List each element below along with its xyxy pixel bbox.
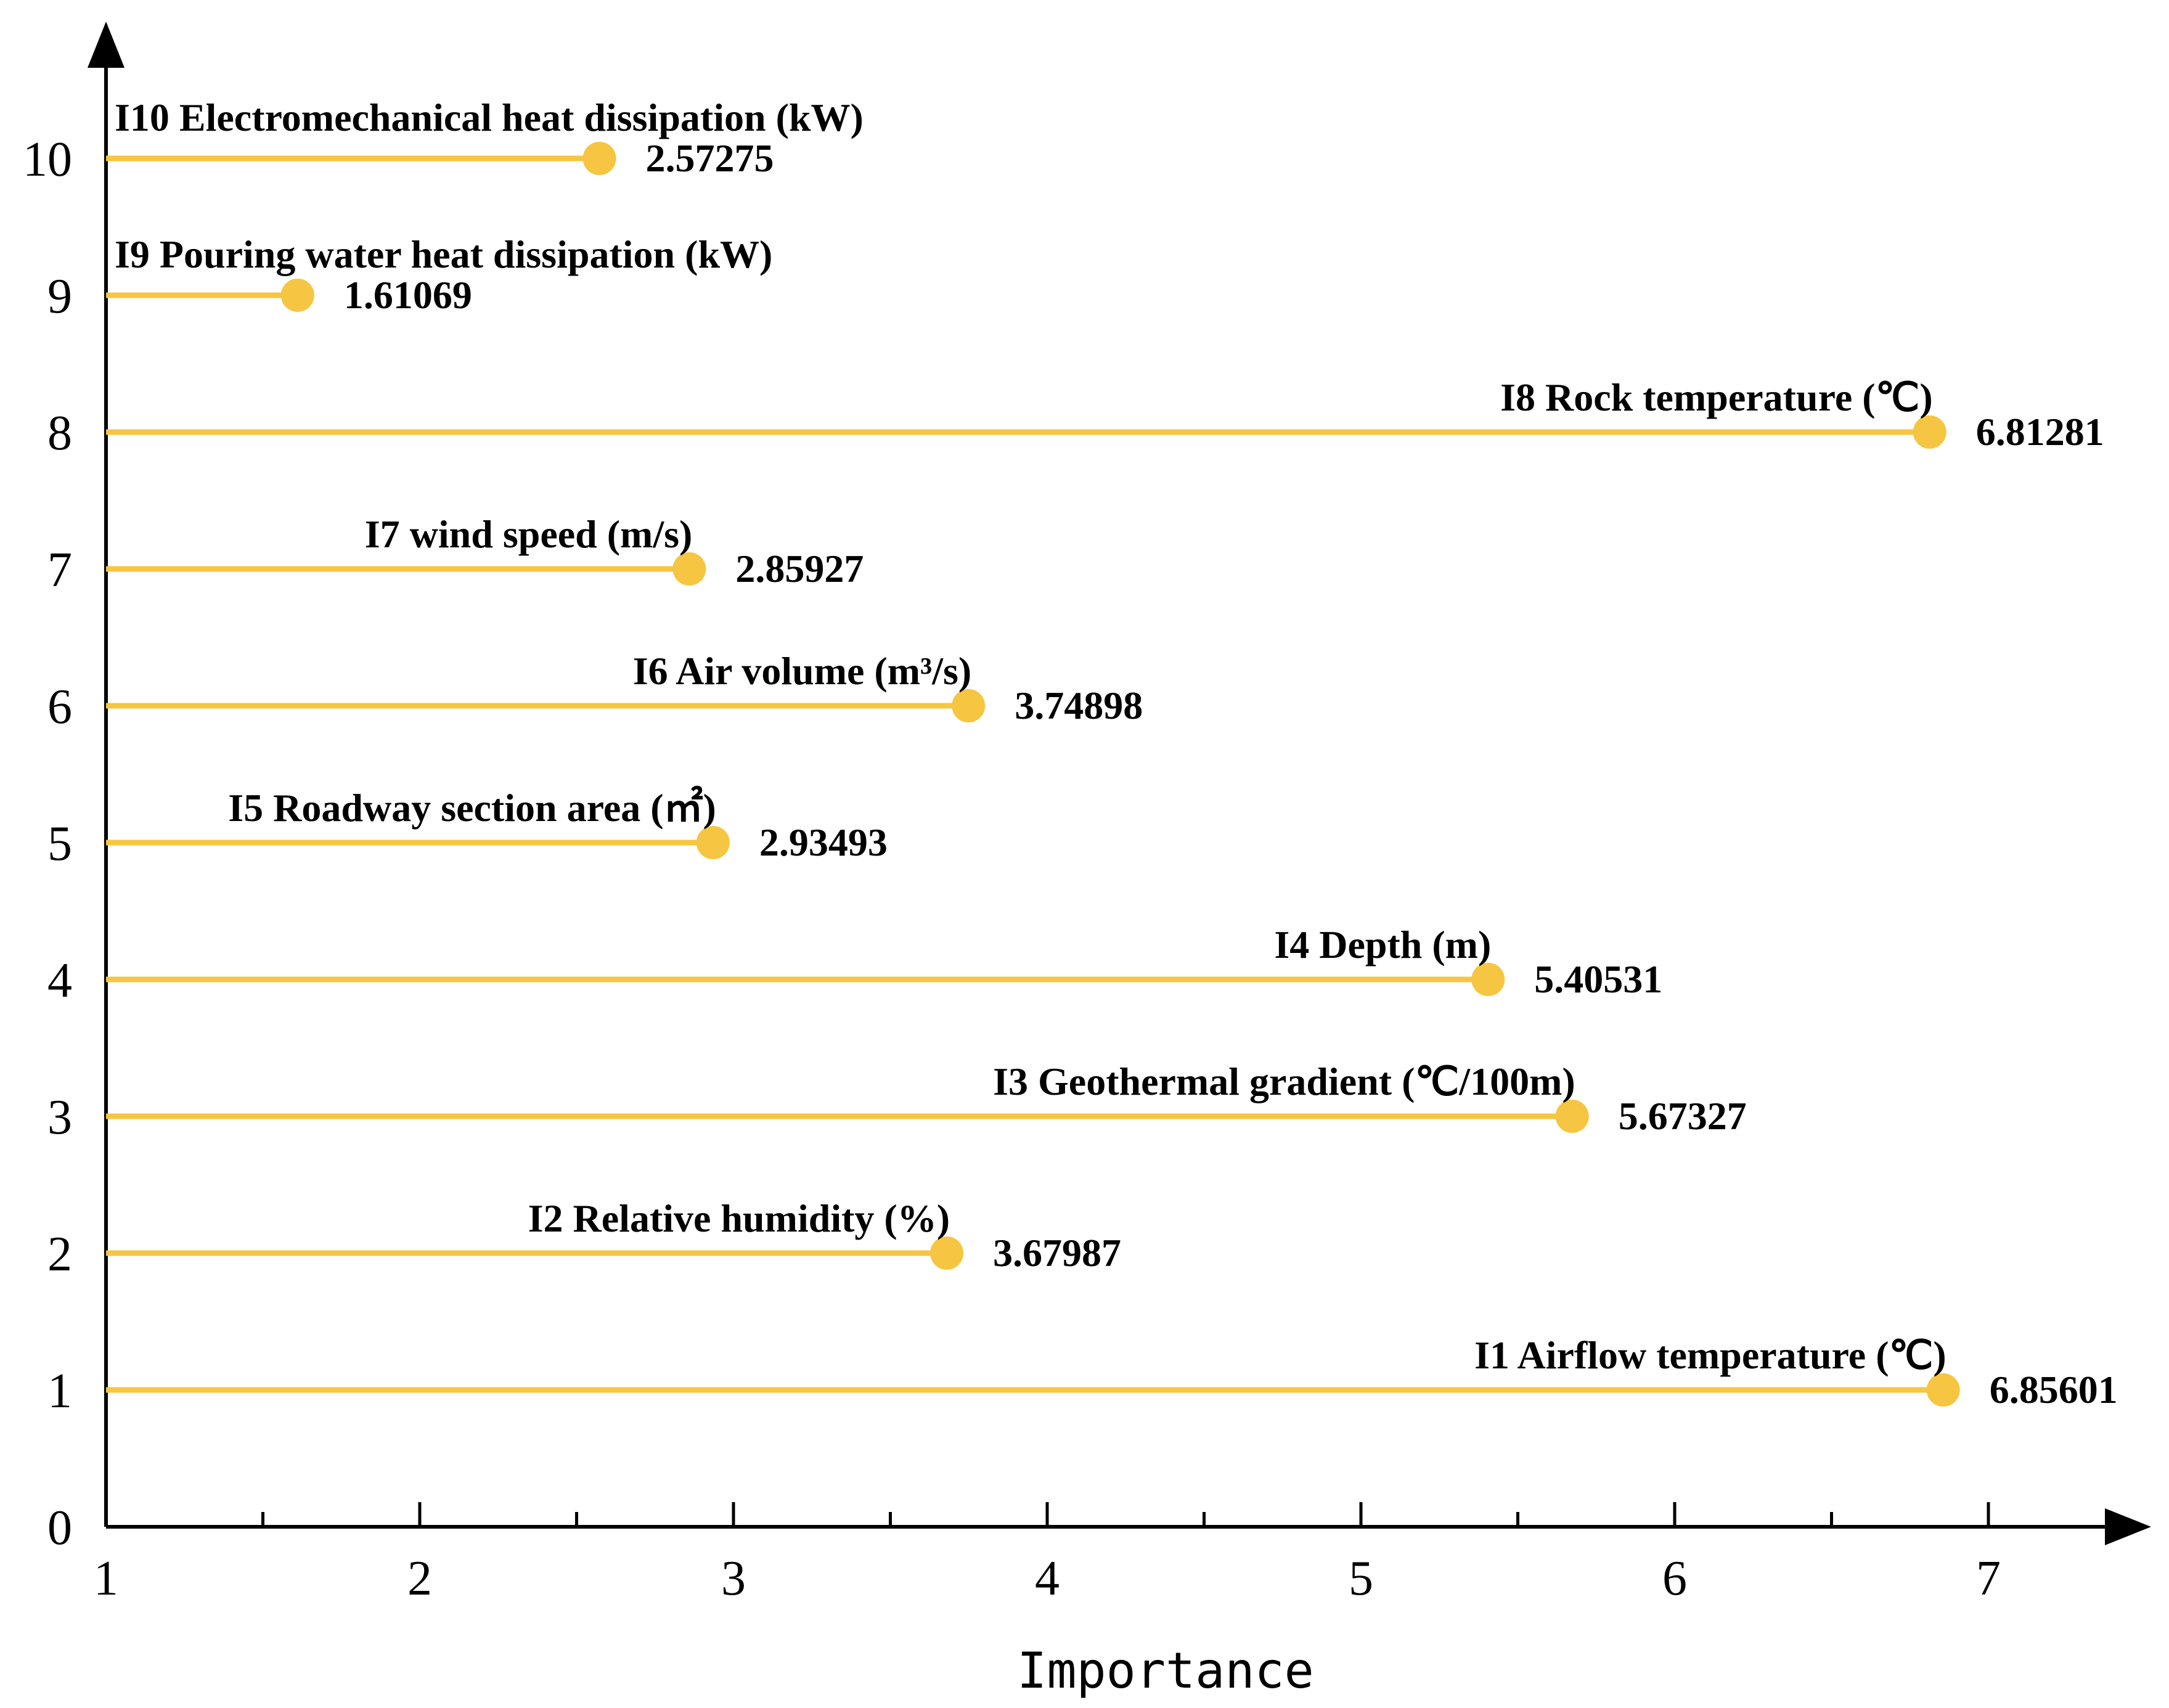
value-label: 1.61069 [344,273,472,317]
x-tick-label: 6 [1662,1551,1687,1606]
value-label: 3.74898 [1015,684,1143,727]
feature-label: I5 Roadway section area (㎡) [228,786,716,830]
lollipop-dot [696,826,730,859]
x-tick-label: 5 [1349,1551,1373,1606]
y-tick-label: 10 [23,133,72,187]
value-label: 6.85601 [1990,1368,2118,1412]
feature-label: I10 Electromechanical heat dissipation (… [115,96,864,139]
y-axis-arrow [88,22,125,68]
lollipop-dot [672,552,706,586]
x-tick-label: 7 [1976,1551,2001,1606]
y-tick-label: 7 [47,543,72,597]
value-label: 2.85927 [735,547,864,590]
y-tick-label: 4 [47,954,72,1008]
lollipop-dot [930,1236,964,1270]
feature-label: I3 Geothermal gradient (℃/100m) [993,1060,1575,1103]
value-label: 5.40531 [1534,957,1662,1001]
x-tick-label: 2 [407,1551,432,1606]
lollipop-dot [1555,1100,1589,1133]
y-tick-label: 8 [47,406,72,460]
x-tick-label: 1 [94,1551,118,1606]
y-tick-label: 6 [47,680,72,734]
value-label: 5.67327 [1619,1094,1747,1138]
y-tick-label: 5 [47,817,72,871]
value-label: 2.57275 [646,136,774,180]
value-label: 2.93493 [759,820,888,864]
x-axis-label: Importance [1017,1642,1314,1699]
feature-label: I9 Pouring water heat dissipation (kW) [115,232,772,276]
y-tick-label: 2 [47,1227,72,1281]
feature-label: I4 Depth (m) [1274,923,1491,966]
value-label: 6.81281 [1976,410,2104,454]
x-tick-label: 4 [1035,1551,1060,1606]
feature-label: I7 wind speed (m/s) [365,512,693,556]
x-axis-arrow [2105,1508,2151,1545]
feature-label: I1 Airflow temperature (℃) [1474,1333,1946,1377]
y-tick-label: 1 [47,1364,72,1418]
y-tick-label: 0 [47,1501,72,1555]
feature-label: I8 Rock temperature (℃) [1500,375,1933,419]
y-tick-label: 9 [47,269,72,324]
y-tick-label: 3 [47,1090,72,1145]
x-tick-label: 3 [721,1551,746,1606]
lollipop-dot [1926,1373,1960,1407]
lollipop-dot [1913,415,1946,449]
feature-label: I2 Relative humidity (%) [528,1196,950,1240]
lollipop-dot [1471,963,1505,996]
feature-label: I6 Air volume (m³/s) [633,649,972,693]
lollipop-dot [952,689,986,722]
value-label: 3.67987 [993,1231,1121,1275]
lollipop-dot [582,142,616,175]
lollipop-dot [280,279,314,312]
